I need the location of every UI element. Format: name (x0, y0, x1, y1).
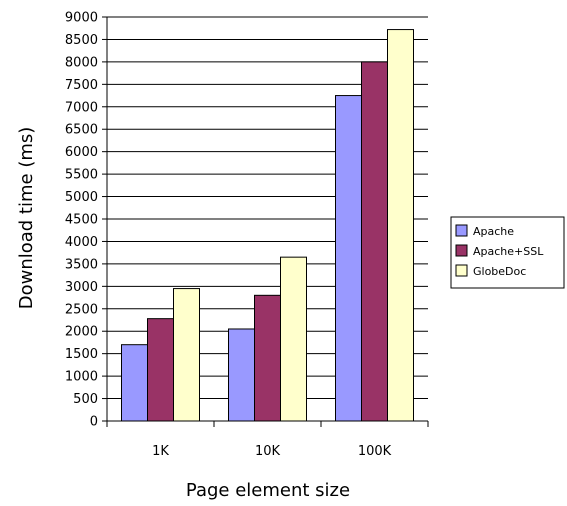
y-tick-label: 7500 (65, 78, 98, 93)
bar-globedoc-100k (387, 29, 414, 422)
legend-swatch (455, 264, 468, 277)
y-tick-label: 4500 (65, 213, 98, 228)
bar-globedoc-10k (280, 256, 307, 422)
legend-swatch (455, 244, 468, 257)
bar-apache-100k (335, 95, 362, 422)
y-tick-label: 3000 (65, 280, 98, 295)
y-tick-label: 3500 (65, 257, 98, 272)
y-tick-label: 4000 (65, 235, 98, 250)
y-axis-title: Download time (ms) (16, 127, 37, 310)
bar-apache-1k (121, 344, 148, 422)
legend: Apache Apache+SSL GlobeDoc (450, 216, 565, 289)
y-tick-label: 8500 (65, 33, 98, 48)
bar-apache-10k (228, 328, 255, 422)
x-axis-ticks: 1K 10K 100K (106, 421, 429, 459)
y-tick-label: 500 (73, 392, 98, 407)
x-tick-label: 100K (358, 444, 392, 459)
y-tick-label: 9000 (65, 11, 98, 26)
y-tick-label: 1000 (65, 370, 98, 385)
x-tick-label: 10K (255, 444, 281, 459)
y-tick-label: 6000 (65, 145, 98, 160)
y-tick-label: 8000 (65, 55, 98, 70)
bar-apache-ssl-10k (254, 294, 281, 422)
x-tick-label: 1K (152, 444, 169, 459)
legend-box (450, 216, 565, 289)
y-axis-ticks: 0 500 1000 1500 2000 2500 3000 3500 4000 4500 5000… (65, 11, 107, 430)
legend-label: GlobeDoc (473, 265, 526, 278)
y-tick-label: 2000 (65, 325, 98, 340)
x-axis-title: Page element size (186, 480, 350, 501)
y-tick-label: 7000 (65, 100, 98, 115)
y-tick-label: 5500 (65, 168, 98, 183)
legend-label: Apache+SSL (473, 245, 544, 258)
legend-swatch (455, 224, 468, 237)
bar-apache-ssl-1k (147, 318, 174, 422)
bar-apache-ssl-100k (361, 61, 388, 422)
bars (121, 29, 414, 422)
y-tick-label: 1500 (65, 347, 98, 362)
y-tick-label: 6500 (65, 123, 98, 138)
legend-label: Apache (473, 225, 514, 238)
y-tick-label: 2500 (65, 302, 98, 317)
y-tick-label: 5000 (65, 190, 98, 205)
bar-globedoc-1k (173, 288, 200, 422)
y-tick-label: 0 (90, 415, 98, 430)
